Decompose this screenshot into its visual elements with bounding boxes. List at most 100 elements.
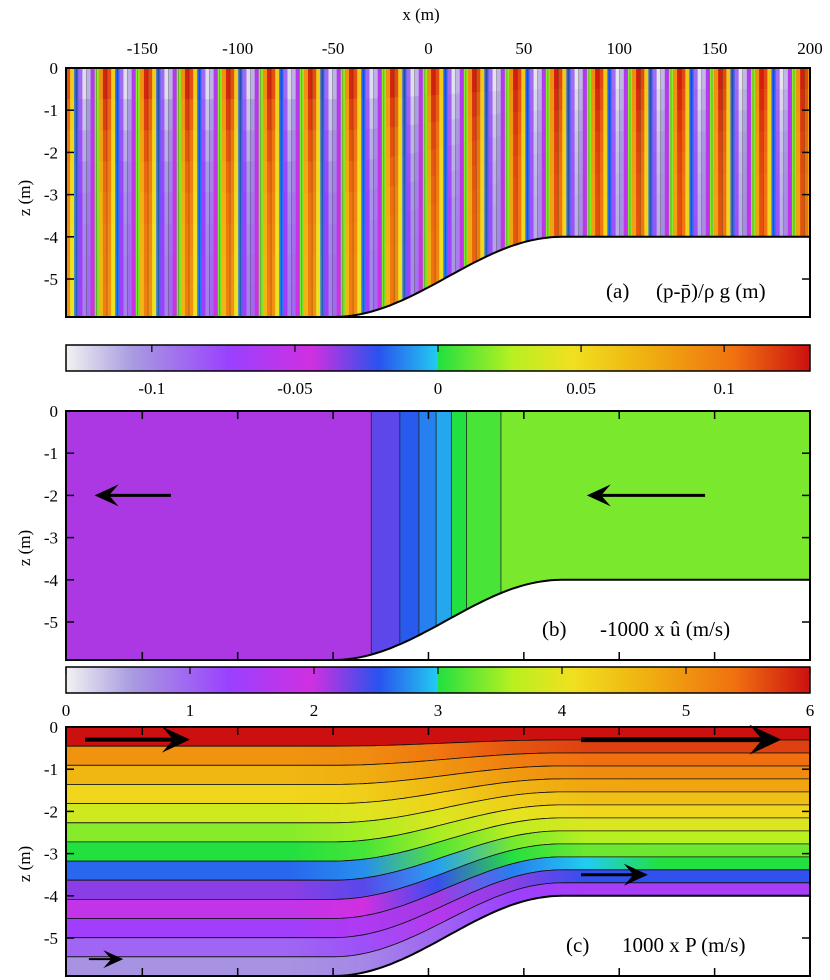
- pressure-band: [275, 254, 280, 287]
- pressure-band: [730, 215, 736, 238]
- pressure-band: [316, 99, 321, 131]
- pressure-band: [443, 225, 449, 253]
- pressure-band: [431, 95, 436, 123]
- pressure-band: [82, 99, 88, 131]
- pressure-band: [771, 194, 777, 217]
- pressure-band: [615, 194, 621, 217]
- arrow-head: [94, 484, 119, 507]
- pressure-band: [316, 254, 321, 287]
- pressure-band: [480, 115, 485, 141]
- pressure-band: [652, 173, 658, 196]
- pressure-band: [332, 161, 338, 194]
- pressure-band: [394, 97, 399, 128]
- pressure-band: [439, 94, 444, 122]
- pressure-band: [406, 240, 412, 270]
- pressure-band: [340, 130, 346, 162]
- pressure-band: [373, 249, 379, 281]
- pressure-band: [578, 215, 584, 238]
- pressure-band: [644, 173, 650, 196]
- pressure-band: [718, 68, 723, 90]
- pressure-band: [369, 68, 375, 100]
- pressure-band: [648, 215, 654, 238]
- pressure-band: [234, 223, 239, 256]
- pressure-band: [496, 136, 502, 161]
- pressure-band: [160, 285, 166, 317]
- pressure-band: [660, 152, 666, 175]
- pressure-band: [533, 132, 539, 155]
- pressure-band: [193, 254, 198, 287]
- pressure-band: [619, 194, 625, 217]
- pressure-band: [205, 99, 211, 131]
- pressure-band: [131, 68, 137, 100]
- pressure-band: [467, 190, 473, 217]
- pressure-band: [697, 215, 703, 238]
- pressure-band: [689, 215, 695, 238]
- pressure-band: [418, 235, 424, 264]
- pressure-band: [70, 254, 75, 287]
- pressure-band: [152, 99, 157, 131]
- pressure-band: [115, 192, 120, 225]
- velocity-contour-bands: [66, 411, 810, 660]
- pressure-band: [230, 223, 235, 256]
- pressure-band: [435, 94, 440, 123]
- pressure-band: [291, 130, 297, 162]
- pressure-band: [562, 131, 567, 154]
- pressure-band: [283, 68, 289, 100]
- pressure-band: [492, 183, 498, 208]
- pressure-band: [209, 130, 215, 162]
- pressure-band: [714, 131, 719, 154]
- pressure-band: [636, 131, 641, 154]
- pressure-band: [664, 131, 670, 154]
- pressure-band: [381, 217, 387, 249]
- pressure-band: [632, 173, 637, 196]
- pressure-band: [234, 68, 239, 100]
- x-tick-label: -50: [322, 39, 345, 58]
- pressure-band: [508, 134, 514, 158]
- pressure-band: [258, 68, 264, 100]
- pressure-band: [221, 285, 227, 317]
- pressure-band: [525, 68, 531, 91]
- pressure-band: [312, 192, 317, 225]
- arrow-head: [103, 950, 124, 969]
- pressure-band: [365, 159, 371, 191]
- pressure-band: [160, 130, 166, 162]
- pressure-band: [303, 161, 309, 194]
- pressure-band: [295, 285, 301, 317]
- pressure-band: [582, 194, 588, 217]
- pressure-band: [139, 68, 145, 100]
- pressure-band: [636, 110, 641, 132]
- pressure-band: [664, 89, 670, 111]
- panel-b-frame: [65, 410, 811, 661]
- pressure-band: [513, 178, 518, 202]
- pressure-band: [435, 121, 440, 150]
- pressure-band: [767, 68, 773, 90]
- x-axis-label: x (m): [402, 5, 439, 24]
- pressure-band: [545, 68, 551, 90]
- pressure-band: [685, 131, 691, 154]
- pressure-band: [234, 161, 239, 194]
- pressure-band: [139, 223, 145, 256]
- pressure-band: [722, 131, 727, 154]
- pressure-band: [619, 110, 625, 132]
- pressure-band: [554, 110, 559, 132]
- pressure-band: [156, 99, 161, 131]
- pressure-band: [279, 254, 284, 287]
- pressure-band: [787, 110, 793, 132]
- pressure-band: [537, 110, 543, 133]
- pressure-band: [521, 68, 526, 91]
- pressure-band: [443, 173, 449, 200]
- pressure-band: [340, 68, 346, 100]
- pressure-band: [656, 89, 662, 111]
- pressure-band: [197, 254, 202, 287]
- pressure-band: [673, 173, 678, 196]
- pressure-band: [623, 173, 629, 196]
- pressure-band: [266, 130, 272, 162]
- pressure-band: [90, 99, 96, 131]
- pressure-band: [570, 131, 576, 154]
- pressure-band: [586, 152, 592, 175]
- panel-b-plot: [66, 411, 810, 660]
- pressure-band: [443, 120, 449, 148]
- pressure-band: [701, 215, 707, 238]
- pressure-band: [668, 215, 674, 238]
- pressure-band: [361, 221, 367, 253]
